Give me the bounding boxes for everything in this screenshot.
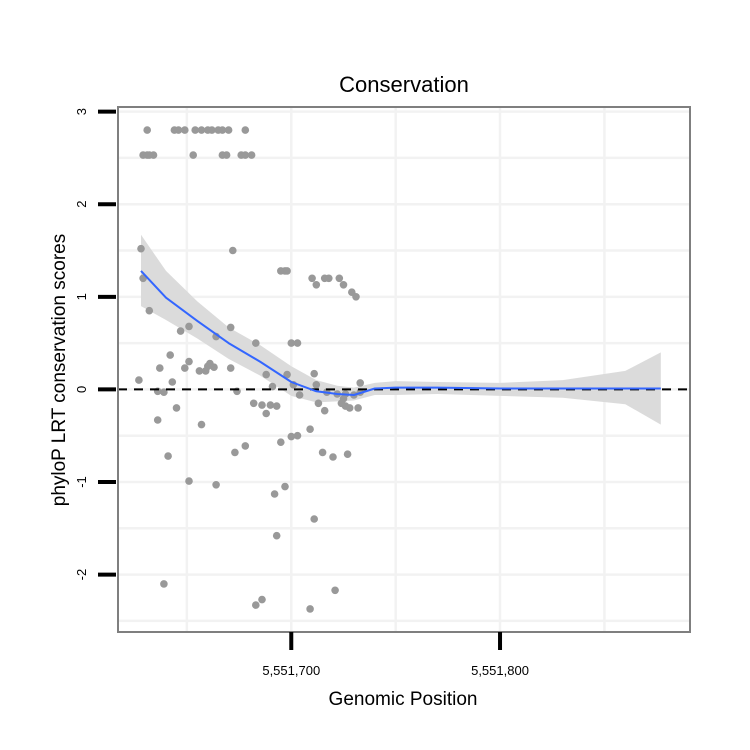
- x-tick-label: 5,551,700: [262, 663, 320, 678]
- data-point: [153, 416, 162, 424]
- data-point: [287, 339, 296, 347]
- data-point: [272, 402, 281, 410]
- data-point: [308, 274, 316, 283]
- data-point: [224, 126, 233, 134]
- data-point: [229, 246, 237, 255]
- data-point: [252, 339, 260, 347]
- data-point: [335, 274, 344, 283]
- data-point: [185, 477, 193, 485]
- data-point: [331, 586, 339, 595]
- data-point: [272, 531, 281, 540]
- data-point: [345, 404, 354, 412]
- data-point: [306, 425, 314, 434]
- data-point: [172, 404, 181, 412]
- data-point: [314, 399, 323, 408]
- data-point: [195, 367, 204, 375]
- data-point: [241, 151, 250, 159]
- y-tick-label: 1: [74, 293, 89, 300]
- data-point: [258, 401, 266, 409]
- data-point: [241, 126, 250, 134]
- data-point: [176, 327, 185, 335]
- x-axis-ticks: 5,551,700 5,551,800: [262, 632, 529, 678]
- data-point: [218, 126, 227, 134]
- data-point: [208, 126, 216, 134]
- data-point: [197, 420, 206, 429]
- smooth-fit-line: [140, 270, 661, 396]
- data-point: [310, 369, 319, 378]
- data-point: [266, 401, 275, 409]
- data-point: [283, 267, 291, 275]
- data-point: [293, 339, 302, 347]
- panel-border: [117, 106, 691, 633]
- data-point: [295, 391, 304, 399]
- data-point: [181, 126, 189, 134]
- data-point: [185, 322, 193, 331]
- data-point: [174, 126, 183, 134]
- y-tick-label: -1: [74, 476, 89, 488]
- data-point: [262, 370, 271, 379]
- data-point: [191, 126, 199, 134]
- data-point: [181, 364, 189, 372]
- data-point: [145, 306, 154, 315]
- data-point: [156, 364, 164, 372]
- y-tick-label: -2: [74, 569, 89, 581]
- data-point: [226, 364, 235, 372]
- data-point: [137, 244, 145, 253]
- data-point: [329, 453, 337, 461]
- data-point: [226, 323, 235, 332]
- data-point: [352, 293, 360, 301]
- data-point: [166, 351, 174, 359]
- data-point: [354, 404, 362, 412]
- data-point: [149, 151, 158, 159]
- chart-title: Conservation: [339, 72, 469, 97]
- y-axis-label: phyloP LRT conservation scores: [49, 234, 70, 507]
- confidence-ribbon-group: [141, 234, 661, 425]
- data-point: [320, 406, 329, 415]
- data-point: [258, 595, 266, 604]
- data-point: [262, 409, 271, 418]
- data-point: [318, 448, 327, 457]
- data-point: [293, 431, 302, 440]
- y-tick-label: 3: [74, 108, 89, 115]
- data-point: [231, 448, 239, 457]
- data-point: [212, 481, 220, 489]
- data-point: [160, 388, 168, 397]
- data-point: [160, 580, 168, 588]
- data-point: [310, 515, 319, 523]
- data-point: [283, 370, 291, 379]
- data-point: [281, 482, 289, 491]
- data-point: [312, 281, 321, 289]
- data-point: [222, 151, 231, 159]
- data-point: [325, 274, 333, 283]
- data-point: [164, 452, 172, 460]
- data-point: [252, 601, 260, 609]
- data-point: [197, 126, 206, 134]
- smooth-line-group: [140, 270, 661, 396]
- data-point: [210, 363, 218, 372]
- x-tick-label: 5,551,800: [471, 663, 529, 678]
- data-point: [241, 442, 250, 450]
- data-point: [270, 490, 279, 498]
- data-point: [339, 281, 348, 289]
- data-point: [135, 376, 143, 384]
- data-point: [143, 126, 151, 134]
- confidence-ribbon: [141, 234, 661, 425]
- data-point: [247, 151, 256, 159]
- x-axis-label: Genomic Position: [329, 689, 478, 710]
- y-tick-label: 0: [74, 386, 89, 393]
- data-point: [201, 367, 210, 375]
- y-tick-label: 2: [74, 201, 89, 208]
- data-point: [356, 379, 365, 387]
- data-point: [277, 438, 285, 447]
- data-point: [189, 151, 197, 159]
- y-axis-ticks: 3 2 1 0 -1 -2: [74, 108, 116, 580]
- data-point: [306, 605, 314, 613]
- data-point: [312, 381, 321, 389]
- data-point: [249, 399, 258, 408]
- data-point: [185, 357, 193, 366]
- data-point: [287, 432, 296, 441]
- data-point: [168, 378, 177, 386]
- data-point: [343, 450, 352, 459]
